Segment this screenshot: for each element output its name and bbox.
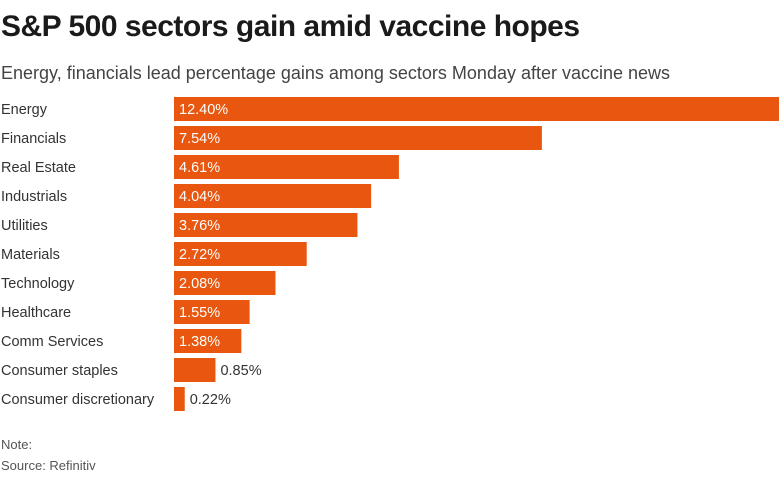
bar [174, 155, 399, 179]
category-label: Financials [1, 131, 66, 147]
data-label: 0.85% [220, 363, 261, 379]
chart-title: S&P 500 sectors gain amid vaccine hopes [1, 10, 580, 43]
category-label: Energy [1, 102, 48, 118]
chart-note: Note: [1, 437, 33, 452]
chart-subtitle: Energy, financials lead percentage gains… [1, 63, 671, 83]
data-label: 1.38% [179, 334, 220, 350]
bar [174, 242, 307, 266]
category-label: Materials [1, 247, 60, 263]
data-label: 1.55% [179, 305, 220, 321]
category-label: Technology [1, 276, 75, 292]
data-label: 0.22% [190, 392, 231, 408]
bar [174, 213, 358, 237]
data-label: 4.61% [179, 160, 220, 176]
category-label: Utilities [1, 218, 48, 234]
bar [174, 358, 216, 382]
category-label: Comm Services [1, 334, 103, 350]
data-label: 4.04% [179, 189, 220, 205]
category-label: Consumer staples [1, 363, 118, 379]
data-label: 2.08% [179, 276, 220, 292]
bar [174, 97, 779, 121]
bar [174, 184, 372, 208]
chart-source: Source: Refinitiv [1, 458, 96, 473]
category-label: Healthcare [1, 305, 71, 321]
bar [174, 387, 185, 411]
data-label: 12.40% [179, 102, 228, 118]
bar [174, 329, 242, 353]
category-label: Consumer discretionary [1, 392, 155, 408]
category-label: Real Estate [1, 160, 76, 176]
category-label: Industrials [1, 189, 67, 205]
data-label: 2.72% [179, 247, 220, 263]
bar [174, 126, 542, 150]
bar [174, 271, 276, 295]
data-label: 3.76% [179, 218, 220, 234]
data-label: 7.54% [179, 131, 220, 147]
bar [174, 300, 250, 324]
